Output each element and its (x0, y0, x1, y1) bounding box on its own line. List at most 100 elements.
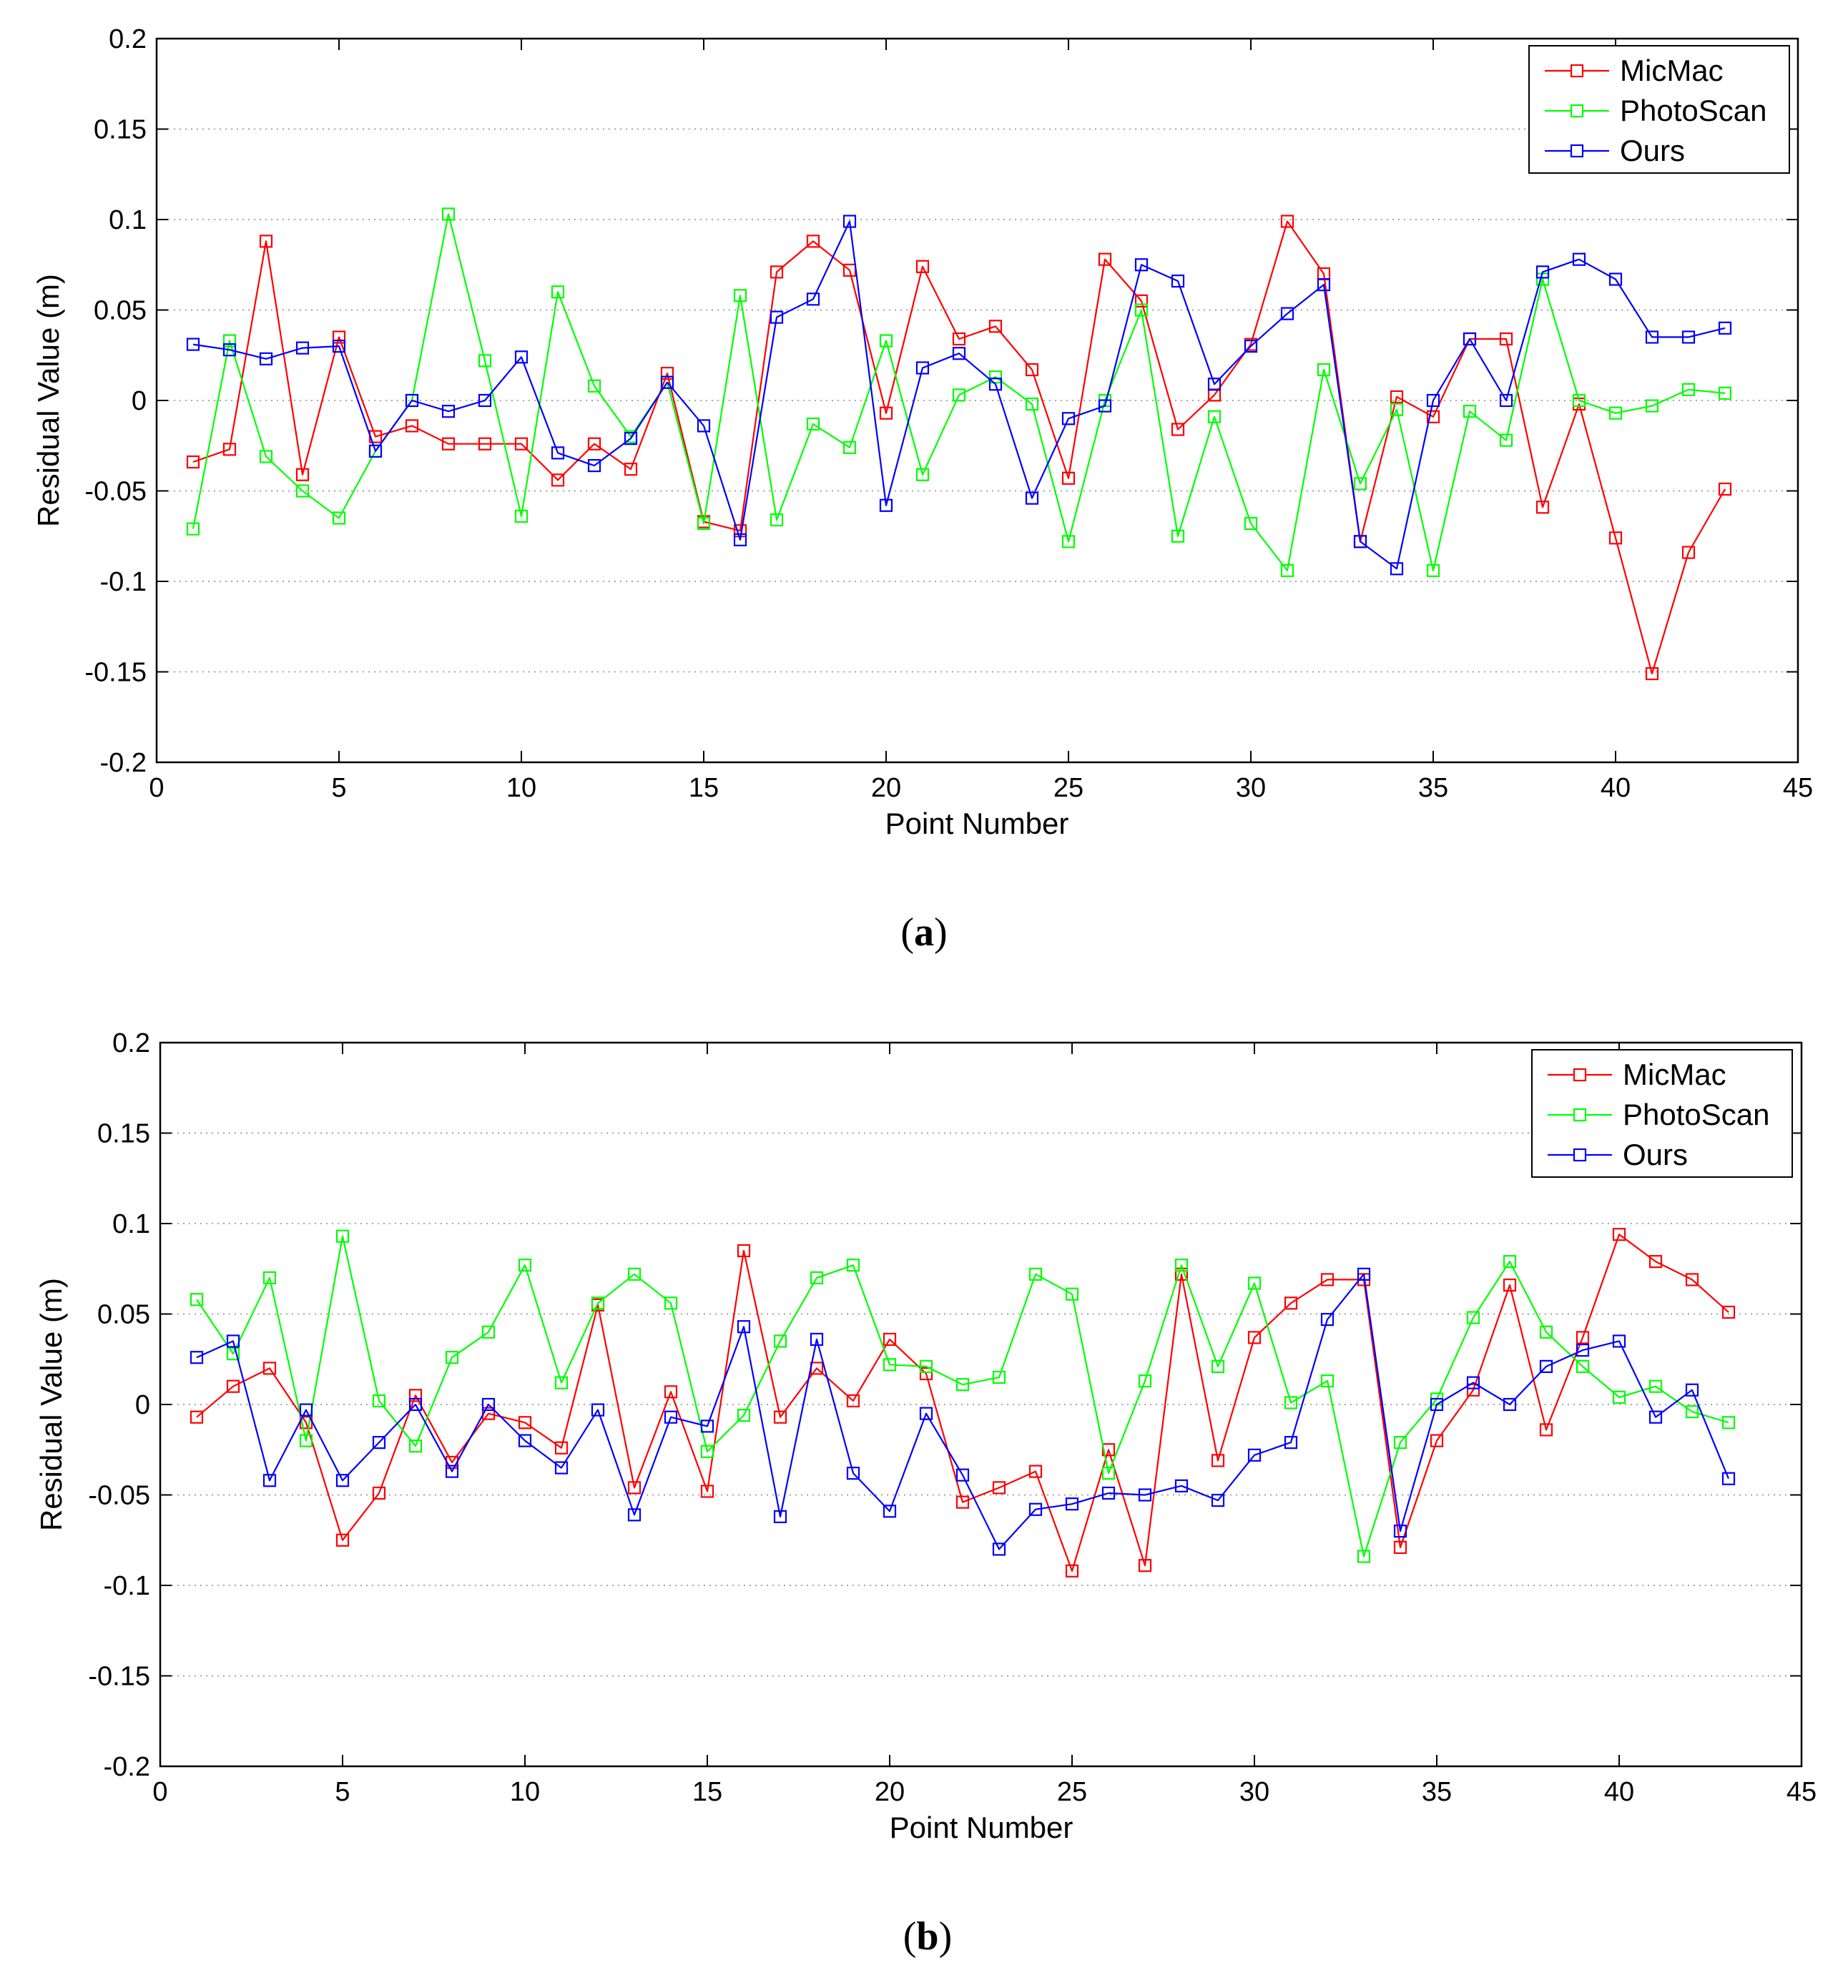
panel-a-y-tick-label: 0 (132, 386, 147, 416)
panel-a-x-tick-label: 40 (1601, 773, 1631, 803)
panel-b-marker-ours (664, 1410, 678, 1424)
panel-b-y-tick-label: 0.2 (112, 1028, 150, 1058)
panel-b-marker-photoscan (773, 1334, 787, 1348)
panel-b-marker-ours (773, 1510, 787, 1523)
panel-a-y-tick-label: -0.1 (100, 567, 147, 597)
panel-b-y-tick-label: 0.1 (112, 1209, 150, 1239)
panel-a-marker-photoscan (1353, 477, 1367, 491)
panel-b-marker-photoscan (955, 1378, 970, 1392)
panel-a-legend-marker-micmac (1570, 64, 1584, 78)
panel-a-marker-photoscan (842, 441, 857, 454)
panel-a-ticks: -0.2 -0.15 -0.1 -0.05 0 0.05 0.1 0.15 0.2 0 5 10 15 2… (84, 24, 1813, 803)
panel-a-legend-entries (1545, 64, 1609, 158)
panel-b-marker-photoscan (299, 1434, 313, 1447)
panel-a-y-tick-label: -0.15 (84, 658, 147, 688)
panel-b-marker-micmac (1211, 1454, 1225, 1467)
panel-a-marker-micmac (879, 406, 893, 420)
panel-a-marker-photoscan (1718, 386, 1732, 400)
panel-b-marker-ours (883, 1505, 897, 1518)
panel-b-ticks: -0.2 -0.15 -0.1 -0.05 0 0.05 0.1 0.15 0.2 0 5 10 15 2… (88, 1028, 1817, 1807)
panel-a-caption: (a) (900, 910, 947, 955)
panel-a-legend-label-ours: Ours (1620, 134, 1685, 167)
panel-b-marker-micmac (664, 1385, 678, 1399)
panel-b-marker-ours (481, 1397, 496, 1412)
panel-a-marker-micmac (1280, 215, 1294, 228)
panel-b-marker-ours (810, 1332, 824, 1347)
panel-a-marker-ours (1535, 265, 1550, 279)
panel-b-marker-micmac (1247, 1331, 1262, 1344)
panel-b-marker-micmac (1138, 1559, 1152, 1573)
panel-b-marker-ours (1138, 1488, 1152, 1502)
panel-b-x-tick-label: 15 (692, 1777, 722, 1807)
panel-b-legend-label-micmac: MicMac (1623, 1058, 1726, 1091)
panel-a-marker-ours (587, 458, 601, 473)
panel-b-marker-micmac (1430, 1434, 1444, 1447)
panel-b-y-tick-label: 0.05 (97, 1300, 150, 1330)
panel-a-marker-photoscan (770, 513, 784, 527)
panel-a-marker-photoscan (551, 285, 565, 299)
panel-b-x-tick-label: 25 (1057, 1777, 1087, 1807)
panel-a-marker-photoscan (332, 511, 346, 525)
panel-b-marker-photoscan (1357, 1550, 1371, 1563)
panel-b-marker-ours (955, 1468, 970, 1482)
panel-b-marker-photoscan (1101, 1467, 1116, 1480)
panel-b-series-line-photoscan (196, 1235, 1729, 1558)
panel-a-marker-micmac (624, 463, 638, 476)
panel-b-marker-micmac (992, 1481, 1006, 1495)
panel-a-marker-ours (1572, 252, 1586, 266)
panel-b-caption-letter: b (916, 1914, 938, 1959)
panel-b-marker-photoscan (664, 1296, 678, 1310)
panel-b-x-tick-label: 30 (1239, 1777, 1269, 1807)
panel-a-marker-micmac (806, 235, 820, 248)
panel-a-marker-photoscan (1426, 564, 1440, 577)
panel-b-marker-ours (1393, 1525, 1407, 1538)
panel-a-marker-photoscan (441, 207, 456, 221)
panel-b-legend-label-ours: Ours (1623, 1138, 1688, 1171)
panel-b-marker-ours (1466, 1376, 1480, 1389)
panel-a-marker-micmac (770, 265, 784, 279)
panel-a-marker-photoscan (1390, 403, 1404, 416)
panel-b-marker-micmac (1028, 1465, 1043, 1478)
panel-b-marker-ours (700, 1419, 714, 1433)
panel-b-x-tick-label: 45 (1786, 1777, 1817, 1807)
panel-b-marker-micmac (1174, 1267, 1189, 1281)
panel-a-marker-photoscan (733, 289, 747, 302)
panel-a-series-line-photoscan (192, 213, 1726, 571)
panel-b-marker-photoscan (700, 1445, 714, 1458)
panel-a-marker-photoscan (915, 468, 930, 481)
panel-b-x-tick-label: 35 (1422, 1777, 1452, 1807)
panel-a-marker-ours (551, 446, 565, 460)
panel-b-marker-photoscan (919, 1359, 933, 1373)
panel-b-marker-photoscan (481, 1325, 496, 1339)
panel-a-marker-micmac (186, 455, 200, 469)
panel-a-marker-micmac (1499, 332, 1513, 346)
panel-a-x-tick-label: 5 (331, 773, 346, 803)
panel-b-marker-photoscan (372, 1394, 386, 1408)
panel-b-x-tick-label: 40 (1604, 1777, 1634, 1807)
panel-b-marker-micmac (518, 1416, 532, 1430)
panel-b-marker-photoscan (1028, 1267, 1043, 1281)
panel-b-marker-micmac (372, 1486, 386, 1500)
panel-a-marker-micmac (514, 437, 529, 451)
panel-b-marker-photoscan (408, 1440, 423, 1453)
panel-a-marker-photoscan (1608, 406, 1623, 420)
panel-b-marker-micmac (1320, 1273, 1335, 1286)
panel-b-marker-photoscan (1211, 1359, 1225, 1373)
panel-a-marker-micmac (1171, 423, 1185, 436)
panel-b-marker-photoscan (1576, 1359, 1590, 1373)
panel-b-marker-ours (846, 1467, 860, 1480)
panel-a-x-tick-label: 35 (1418, 773, 1448, 803)
panel-a-marker-photoscan (514, 509, 529, 523)
panel-a-marker-ours (1207, 378, 1222, 391)
panel-a-marker-micmac (1718, 482, 1732, 496)
panel-a-legend: MicMac PhotoScan Ours (1528, 45, 1790, 174)
panel-b-legend-entries (1548, 1068, 1612, 1162)
panel-b-marker-ours (1320, 1312, 1335, 1327)
panel-a-y-tick-label: 0.05 (94, 296, 147, 326)
panel-b-x-tick-label: 5 (335, 1777, 350, 1807)
panel-b-marker-micmac (1648, 1255, 1663, 1269)
panel-a-legend-marker-ours (1570, 144, 1584, 158)
panel-b-marker-micmac (1721, 1305, 1736, 1319)
